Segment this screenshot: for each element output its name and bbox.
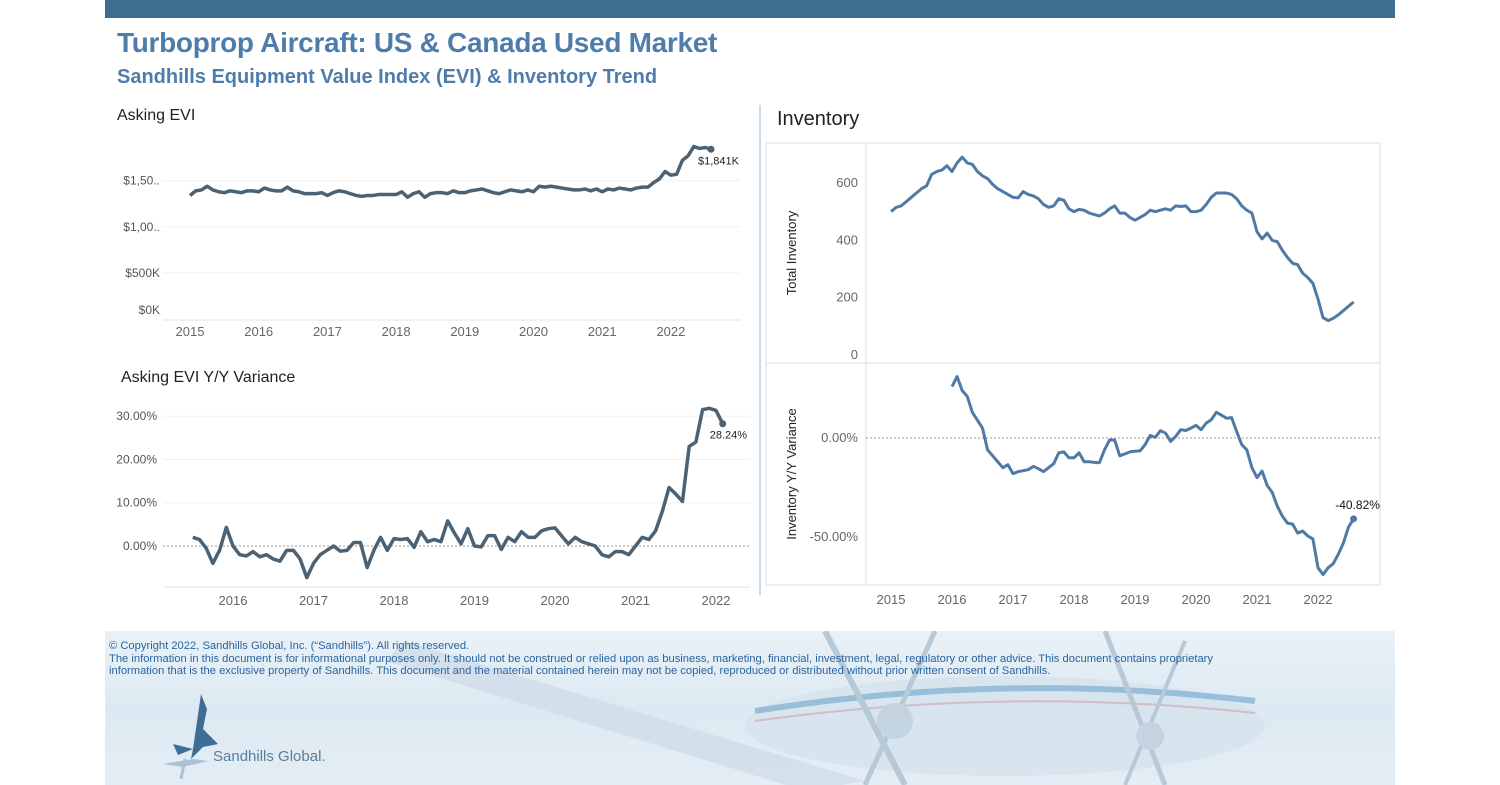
y-tick-label: 0.00% xyxy=(123,539,157,553)
y-tick-label: 0 xyxy=(851,347,858,362)
disclaimer-line-1: The information in this document is for … xyxy=(109,652,1213,665)
airplane-background-image xyxy=(385,631,1265,785)
series-line-asking_evi xyxy=(188,144,712,200)
x-tick-label: 2015 xyxy=(877,592,906,607)
end-value-label: -40.82% xyxy=(1335,498,1380,512)
x-tick-label: 2016 xyxy=(219,593,248,608)
x-tick-label: 2019 xyxy=(1121,592,1150,607)
legal-notice: © Copyright 2022, Sandhills Global, Inc.… xyxy=(109,640,1389,678)
x-tick-label: 2022 xyxy=(1304,592,1333,607)
y-tick-label: 200 xyxy=(836,290,858,305)
end-point-marker xyxy=(707,145,715,153)
chart-title-asking_evi_yoy: Asking EVI Y/Y Variance xyxy=(121,369,295,386)
page-title: Turboprop Aircraft: US & Canada Used Mar… xyxy=(117,27,718,58)
x-tick-label: 2019 xyxy=(460,593,489,608)
footer: © Copyright 2022, Sandhills Global, Inc.… xyxy=(105,631,1395,785)
y-tick-label: $500K xyxy=(125,266,160,280)
x-tick-label: 2022 xyxy=(656,324,685,339)
x-tick-label: 2018 xyxy=(382,324,411,339)
y-tick-label: 20.00% xyxy=(116,452,157,466)
x-tick-label: 2022 xyxy=(702,593,731,608)
chart-title-asking_evi: Asking EVI xyxy=(117,107,195,124)
chart-frame xyxy=(765,142,1381,364)
y-axis-title: Inventory Y/Y Variance xyxy=(784,408,799,540)
chart-frame xyxy=(765,362,1381,586)
disclaimer-line-2: information that is the exclusive proper… xyxy=(109,665,1051,677)
x-tick-label: 2016 xyxy=(244,324,273,339)
series-line-inventory xyxy=(890,155,1355,323)
panel-divider xyxy=(759,105,761,595)
x-tick-label: 2017 xyxy=(999,592,1028,607)
x-tick-label: 2016 xyxy=(938,592,967,607)
x-tick-label: 2019 xyxy=(450,324,479,339)
y-tick-label: 0.00% xyxy=(821,430,858,445)
x-tick-label: 2020 xyxy=(519,324,548,339)
x-tick-label: 2015 xyxy=(176,324,205,339)
x-tick-label: 2017 xyxy=(313,324,342,339)
logo-text: Sandhills Global. xyxy=(213,748,326,765)
end-value-label: $1,841K xyxy=(698,155,740,167)
top-bar xyxy=(105,0,1395,18)
y-axis-title: Total Inventory xyxy=(784,210,799,295)
y-tick-label: 30.00% xyxy=(116,409,157,423)
y-tick-label: $0K xyxy=(139,303,160,317)
page-subtitle: Sandhills Equipment Value Index (EVI) & … xyxy=(117,66,658,88)
x-tick-label: 2018 xyxy=(380,593,409,608)
y-tick-label: 10.00% xyxy=(116,496,157,510)
x-tick-label: 2020 xyxy=(541,593,570,608)
x-tick-label: 2021 xyxy=(588,324,617,339)
sandhills-crane-logo-icon xyxy=(163,694,218,779)
chart-title-inventory: Inventory xyxy=(777,108,859,130)
y-tick-label: $1,00.. xyxy=(123,220,160,234)
x-tick-label: 2018 xyxy=(1060,592,1089,607)
end-value-label: 28.24% xyxy=(710,430,748,442)
y-tick-label: $1,50.. xyxy=(123,174,160,188)
copyright-text: © Copyright 2022, Sandhills Global, Inc.… xyxy=(109,640,470,652)
x-tick-label: 2020 xyxy=(1182,592,1211,607)
end-point-marker xyxy=(1350,515,1358,523)
y-tick-label: -50.00% xyxy=(810,529,859,544)
x-tick-label: 2021 xyxy=(621,593,650,608)
x-tick-label: 2017 xyxy=(299,593,328,608)
end-point-marker xyxy=(719,420,727,428)
y-tick-label: 600 xyxy=(836,175,858,190)
series-line-asking_evi_yoy xyxy=(192,406,725,580)
charts-canvas: Asking EVI $0K $500K $1,00.. $1,50.. 2015 2016… xyxy=(116,107,1381,608)
y-tick-label: 400 xyxy=(836,232,858,247)
series-line-inventory_yoy xyxy=(950,375,1355,577)
x-tick-label: 2021 xyxy=(1243,592,1272,607)
